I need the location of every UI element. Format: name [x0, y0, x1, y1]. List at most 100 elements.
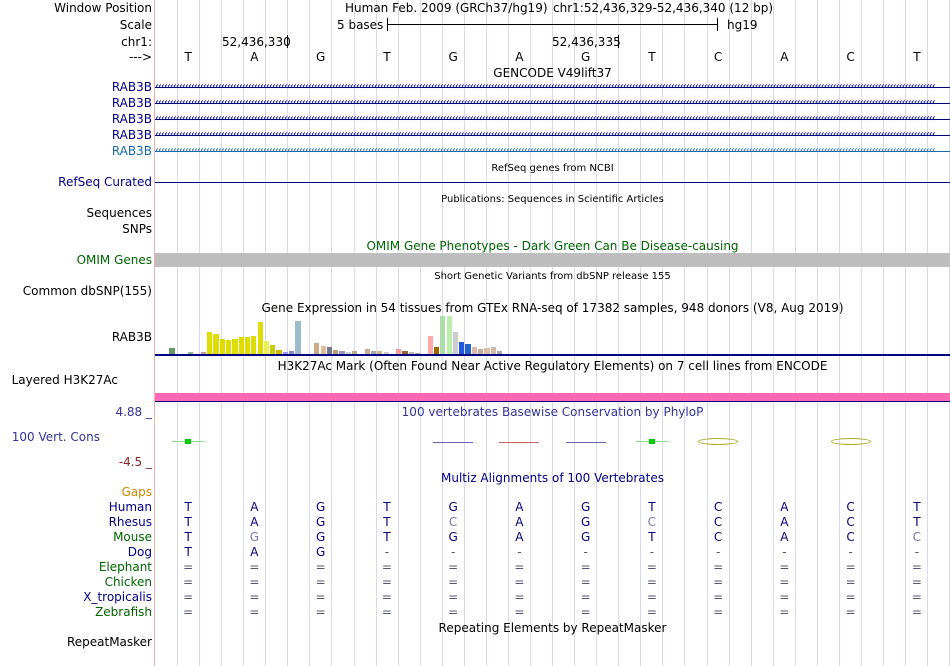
gencode-track-label-5[interactable]: RAB3B — [111, 144, 152, 158]
gencode-transcript-5[interactable]: ‹‹‹‹‹‹‹‹‹‹‹‹‹‹‹‹‹‹‹‹‹‹‹‹‹‹‹‹‹‹‹‹‹‹‹‹‹‹‹‹… — [155, 145, 950, 157]
gencode-transcript-2[interactable]: ‹‹‹‹‹‹‹‹‹‹‹‹‹‹‹‹‹‹‹‹‹‹‹‹‹‹‹‹‹‹‹‹‹‹‹‹‹‹‹‹… — [155, 97, 950, 109]
conservation-score-line[interactable] — [433, 442, 474, 443]
omim-gene-bar[interactable] — [155, 253, 950, 267]
snps-label[interactable]: SNPs — [122, 222, 152, 236]
conservation-score-line[interactable] — [499, 442, 540, 443]
reference-base: G — [448, 50, 458, 64]
conservation-ellipse-glyph[interactable] — [830, 438, 871, 445]
gencode-track-label-3[interactable]: RAB3B — [111, 112, 152, 126]
scale-label: Scale — [119, 18, 152, 32]
grid-line — [309, 0, 310, 666]
track-image[interactable]: Human Feb. 2009 (GRCh37/hg19) chr1:52,43… — [155, 0, 950, 666]
alignment-base: - — [384, 545, 390, 559]
gtex-tissue-bar[interactable] — [433, 347, 440, 354]
omim-genes-label[interactable]: OMIM Genes — [76, 253, 152, 267]
publications-sequences-label[interactable]: Sequences — [86, 206, 152, 220]
gtex-tissue-bar[interactable] — [263, 341, 270, 354]
gtex-tissue-bar[interactable] — [446, 316, 452, 354]
conservation-score-mark[interactable] — [648, 439, 655, 444]
gtex-tissue-bar[interactable] — [244, 337, 251, 354]
gtex-tissue-bar[interactable] — [364, 349, 370, 354]
gtex-tissue-bar[interactable] — [471, 347, 477, 354]
common-dbsnp-label[interactable]: Common dbSNP(155) — [22, 284, 152, 298]
alignment-base: = — [713, 590, 724, 604]
layered-h3k27ac-label[interactable]: Layered H3K27Ac — [11, 373, 118, 387]
gtex-tissue-bar[interactable] — [484, 348, 490, 354]
gtex-tissue-bar[interactable] — [396, 349, 402, 354]
gtex-tissue-bar[interactable] — [289, 351, 295, 354]
gtex-tissue-bar[interactable] — [238, 337, 244, 354]
alignment-base: G — [448, 530, 458, 544]
gtex-tissue-bar[interactable] — [478, 349, 484, 354]
gtex-tissue-bar[interactable] — [459, 342, 465, 354]
h3k27ac-signal-bar[interactable] — [155, 393, 950, 401]
conservation-track-label[interactable]: 100 Vert. Cons — [11, 430, 100, 444]
conservation-plot[interactable] — [155, 420, 950, 464]
gencode-track-label-1[interactable]: RAB3B — [111, 80, 152, 94]
alignment-base: = — [315, 590, 326, 604]
gtex-tissue-bar[interactable] — [345, 352, 351, 354]
gtex-tissue-bar[interactable] — [251, 336, 257, 354]
gtex-tissue-bar[interactable] — [496, 351, 503, 354]
gtex-tissue-bar[interactable] — [408, 352, 414, 354]
alignment-base: G — [315, 545, 326, 559]
gtex-tissue-bar[interactable] — [188, 352, 194, 354]
alignment-base: C — [713, 500, 723, 514]
gtex-tissue-bar[interactable] — [490, 347, 496, 354]
refseq-curated-label[interactable]: RefSeq Curated — [58, 175, 152, 189]
gtex-tissue-bar[interactable] — [339, 351, 345, 354]
conservation-score-mark[interactable] — [185, 439, 192, 444]
gtex-tissue-bar[interactable] — [200, 352, 207, 354]
gencode-track-label-4[interactable]: RAB3B — [111, 128, 152, 142]
gtex-tissue-bar[interactable] — [219, 339, 225, 354]
gtex-tissue-bar[interactable] — [440, 316, 446, 354]
gtex-tissue-bar[interactable] — [333, 350, 339, 354]
species-label-rhesus: Rhesus — [108, 515, 152, 529]
reference-base: T — [913, 50, 921, 64]
alignment-base: = — [448, 560, 459, 574]
gtex-tissue-bar[interactable] — [213, 334, 219, 354]
reference-base: A — [250, 50, 259, 64]
gtex-tissue-bar[interactable] — [207, 332, 213, 354]
assembly-name: Human Feb. 2009 (GRCh37/hg19) — [345, 1, 548, 15]
gtex-tissue-bar[interactable] — [257, 322, 263, 354]
alignment-base: T — [184, 530, 192, 544]
gtex-tissue-bar[interactable] — [377, 351, 383, 354]
gtex-bar-chart[interactable] — [155, 316, 950, 354]
gencode-transcript-1[interactable]: ‹‹‹‹‹‹‹‹‹‹‹‹‹‹‹‹‹‹‹‹‹‹‹‹‹‹‹‹‹‹‹‹‹‹‹‹‹‹‹‹… — [155, 81, 950, 93]
grid-line — [905, 0, 906, 666]
gtex-tissue-bar[interactable] — [326, 347, 333, 354]
gtex-tissue-bar[interactable] — [276, 350, 282, 354]
gtex-tissue-bar[interactable] — [452, 332, 459, 354]
gtex-tissue-bar[interactable] — [402, 351, 408, 354]
gtex-tissue-bar[interactable] — [415, 353, 421, 354]
refseq-gene-line[interactable] — [155, 182, 950, 183]
gencode-transcript-3[interactable]: ‹‹‹‹‹‹‹‹‹‹‹‹‹‹‹‹‹‹‹‹‹‹‹‹‹‹‹‹‹‹‹‹‹‹‹‹‹‹‹‹… — [155, 113, 950, 125]
gtex-tissue-bar[interactable] — [383, 352, 389, 354]
repeatmasker-label[interactable]: RepeatMasker — [66, 635, 152, 649]
gtex-tissue-bar[interactable] — [370, 351, 377, 354]
alignment-base: = — [713, 560, 724, 574]
gtex-tissue-bar[interactable] — [169, 348, 175, 354]
alignment-base: = — [514, 575, 525, 589]
gtex-tissue-bar[interactable] — [295, 321, 301, 354]
gtex-rab3b-label[interactable]: RAB3B — [111, 330, 152, 344]
gtex-tissue-bar[interactable] — [320, 346, 326, 354]
gtex-tissue-bar[interactable] — [465, 344, 471, 354]
conservation-min-label: -4.5 _ — [118, 455, 152, 469]
gtex-tissue-bar[interactable] — [232, 339, 238, 354]
alignment-base: = — [580, 605, 591, 619]
gtex-tissue-bar[interactable] — [314, 343, 320, 354]
gtex-tissue-bar[interactable] — [427, 336, 433, 354]
gtex-tissue-bar[interactable] — [270, 345, 276, 354]
conservation-max-label: 4.88 _ — [115, 405, 152, 419]
conservation-ellipse-glyph[interactable] — [698, 438, 739, 445]
gencode-transcript-4[interactable]: ‹‹‹‹‹‹‹‹‹‹‹‹‹‹‹‹‹‹‹‹‹‹‹‹‹‹‹‹‹‹‹‹‹‹‹‹‹‹‹‹… — [155, 129, 950, 141]
gtex-tissue-bar[interactable] — [226, 340, 232, 354]
gencode-transcript-line — [155, 87, 950, 88]
gtex-tissue-bar[interactable] — [282, 352, 288, 354]
scale-bases-text: 5 bases — [337, 18, 384, 32]
gtex-tissue-bar[interactable] — [352, 351, 358, 354]
conservation-score-line[interactable] — [565, 442, 606, 443]
gencode-track-label-2[interactable]: RAB3B — [111, 96, 152, 110]
